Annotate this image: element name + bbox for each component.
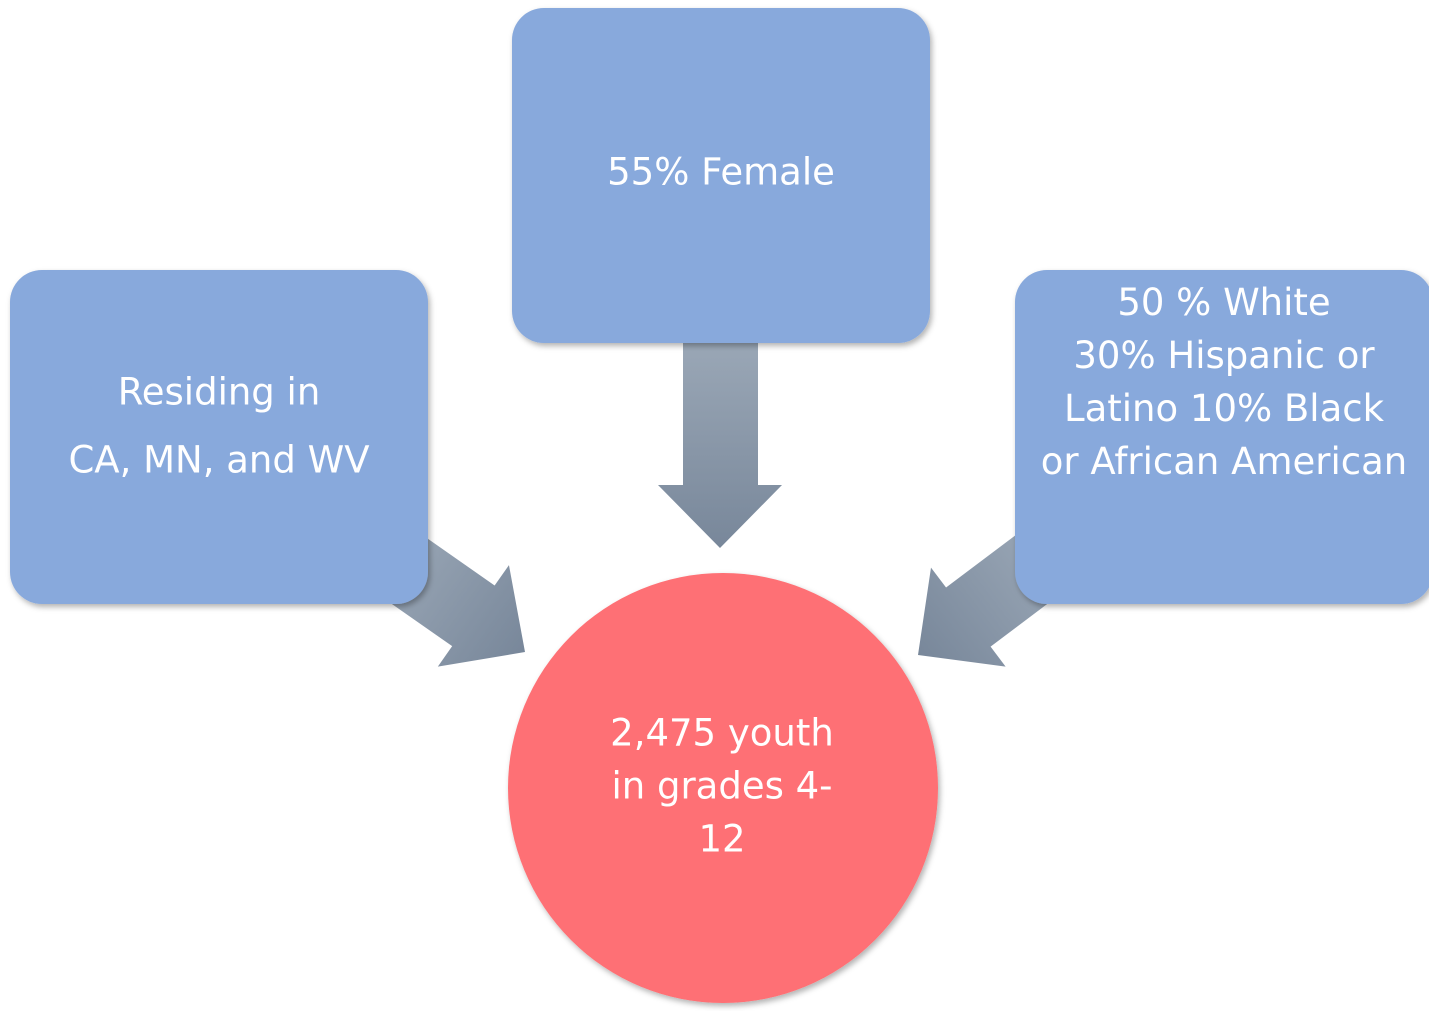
node-label: Residing in — [118, 371, 321, 414]
arrow — [658, 343, 782, 548]
node-label: 50 % White — [1117, 281, 1330, 324]
node-label: 12 — [698, 818, 745, 861]
node-label: or African American — [1041, 440, 1407, 483]
node-label: Latino 10% Black — [1064, 387, 1385, 430]
circle — [508, 573, 938, 1003]
node-label: 30% Hispanic or — [1073, 334, 1375, 377]
node-label: in grades 4- — [611, 765, 832, 808]
node-label: 2,475 youth — [610, 712, 834, 755]
box — [10, 270, 428, 604]
box — [1015, 270, 1429, 604]
node-label: CA, MN, and WV — [68, 439, 369, 482]
box — [512, 8, 930, 343]
node-label: 55% Female — [607, 151, 835, 194]
